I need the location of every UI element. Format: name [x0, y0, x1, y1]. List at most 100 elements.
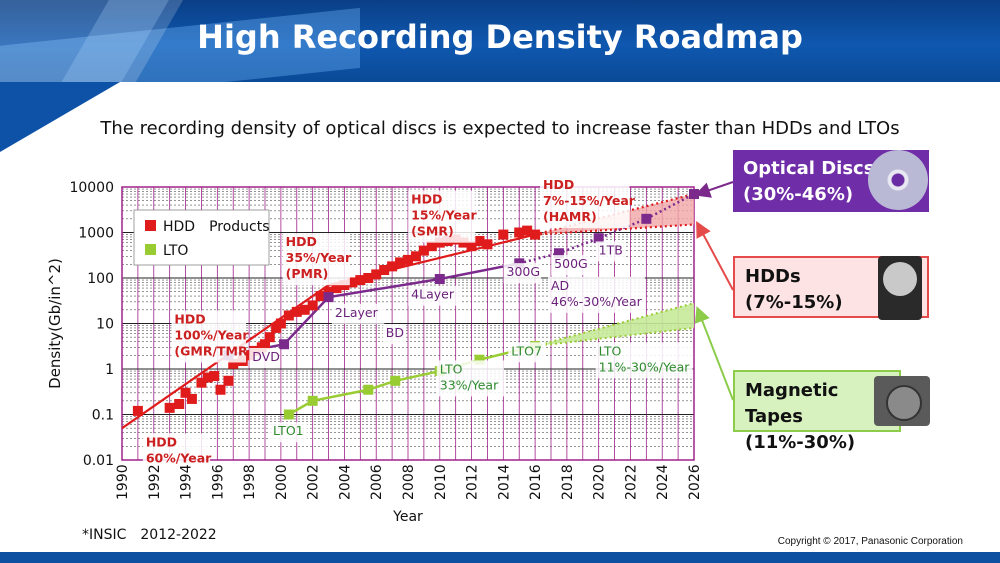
- hdd-product-point: [403, 254, 413, 265]
- annotation-label: BD: [386, 325, 404, 340]
- hdd-product-point: [498, 229, 509, 240]
- annotation-label: 46%-30%/Year: [551, 294, 643, 309]
- y-tick-label: 1000: [78, 226, 114, 242]
- annotation-backdrop: [171, 310, 247, 363]
- hdd-product-point: [395, 257, 406, 268]
- callout-hdd-title: HDDs: [745, 266, 801, 287]
- page-title: High Recording Density Roadmap: [197, 18, 803, 56]
- annotation-backdrop: [503, 263, 542, 284]
- hdd-product-point: [244, 350, 255, 361]
- optical-point: [553, 248, 564, 259]
- annotation-label: LTO7: [511, 343, 542, 358]
- y-tick-label: 1: [105, 362, 114, 378]
- annotation-label: 7%-15%/Year: [543, 193, 636, 208]
- annotation-label: 500G: [554, 256, 588, 271]
- annotation-label: LTO: [440, 361, 463, 376]
- hard-drive-icon: [878, 256, 922, 320]
- lto-projection-lower: [534, 326, 695, 348]
- hdd-product-point: [164, 402, 175, 413]
- annotation-label: DVD: [252, 349, 280, 364]
- annotation-label: 300G: [507, 264, 541, 279]
- hdd-product-point: [283, 310, 294, 321]
- x-tick-label: 2006: [369, 464, 385, 500]
- hdd-product-point: [466, 241, 477, 252]
- hdd-product-point: [223, 375, 234, 386]
- annotation-backdrop: [382, 324, 406, 345]
- hdd-product-point: [174, 399, 185, 410]
- annotation-label: HDD: [411, 192, 442, 207]
- annotation-backdrop: [249, 347, 280, 368]
- x-tick-label: 1990: [115, 464, 131, 500]
- source-note: *INSIC 2012-2022: [82, 527, 217, 543]
- hdd-product-point: [315, 291, 326, 302]
- callout-tape-title: Magnetic Tapes: [745, 380, 839, 427]
- hdd-product-point: [347, 277, 358, 288]
- annotation-label: (SMR): [411, 224, 454, 239]
- banner-wedge: [0, 82, 120, 152]
- x-tick-label: 2014: [496, 464, 512, 500]
- annotation-label: 33%/Year: [440, 377, 499, 392]
- annotation-label: 11%-30%/Year: [599, 359, 691, 374]
- hdd-product-point: [410, 251, 421, 262]
- annotation-label: LTO1: [273, 423, 304, 438]
- optical-point: [279, 339, 290, 350]
- disc-icon: [868, 150, 928, 210]
- hdd-product-point: [482, 239, 493, 250]
- callout-hdd-range: (7%-15%): [745, 292, 843, 313]
- x-axis-label: Year: [392, 509, 423, 525]
- copyright: Copyright © 2017, Panasonic Corporation: [777, 536, 963, 547]
- hdd-product-point: [387, 261, 398, 272]
- hdd-product-point: [291, 306, 302, 317]
- annotation-label: 15%/Year: [411, 208, 477, 223]
- hdd-product-point: [323, 286, 334, 297]
- x-tick-label: 1996: [210, 464, 226, 500]
- title-banner: High Recording Density Roadmap: [0, 0, 1000, 82]
- lto-point: [474, 354, 485, 365]
- hdd-product-point: [379, 264, 390, 275]
- hdd-product-point: [418, 245, 429, 256]
- lto-point: [390, 375, 401, 386]
- hdd-product-point: [209, 371, 220, 382]
- legend-lto-label: LTO: [163, 243, 188, 259]
- optical-point: [593, 233, 604, 244]
- hdd-product-point: [355, 275, 366, 286]
- hdd-product-point: [474, 236, 485, 247]
- optical-point: [689, 189, 699, 200]
- annotation-label: 60%/Year: [146, 450, 212, 465]
- annotation-backdrop: [551, 255, 589, 276]
- x-tick-label: 2018: [560, 464, 576, 500]
- hdd-product-point: [299, 304, 310, 315]
- hdd-product-point: [307, 300, 318, 311]
- annotation-label: (PMR): [286, 266, 329, 281]
- annotation-backdrop: [142, 433, 211, 470]
- optical-point: [434, 274, 445, 285]
- annotation-label: HDD: [543, 177, 574, 192]
- y-tick-label: 10000: [69, 180, 114, 196]
- hdd-product-point: [514, 227, 525, 238]
- hdd-product-point: [228, 358, 239, 369]
- annotation-backdrop: [508, 342, 546, 363]
- x-tick-label: 2012: [465, 464, 481, 500]
- callout-tape-range: (11%-30%): [745, 432, 856, 453]
- annotation-backdrop: [595, 342, 693, 379]
- hdd-product-point: [180, 387, 191, 398]
- lto-point: [307, 395, 318, 406]
- hdd-product-point: [196, 377, 207, 388]
- hdd-product-point: [530, 229, 541, 240]
- annotation-label: 35%/Year: [286, 250, 352, 265]
- x-tick-label: 2004: [337, 464, 353, 500]
- hdd-product-point: [260, 339, 270, 350]
- y-tick-label: 0.01: [83, 453, 114, 469]
- x-tick-label: 2000: [274, 464, 290, 500]
- annotation-label: HDD: [146, 434, 177, 449]
- tape-cartridge-icon: [874, 376, 930, 426]
- hdd-product-point: [363, 273, 374, 283]
- y-tick-label: 100: [87, 271, 114, 287]
- optical-point: [323, 292, 334, 303]
- annotation-label: 4Layer: [411, 287, 455, 302]
- legend-lto-swatch: [145, 244, 156, 255]
- hdd-product-point: [202, 372, 213, 383]
- bottom-bar: [0, 552, 1000, 563]
- x-tick-label: 2010: [433, 464, 449, 500]
- page-subtitle: The recording density of optical discs i…: [100, 118, 900, 139]
